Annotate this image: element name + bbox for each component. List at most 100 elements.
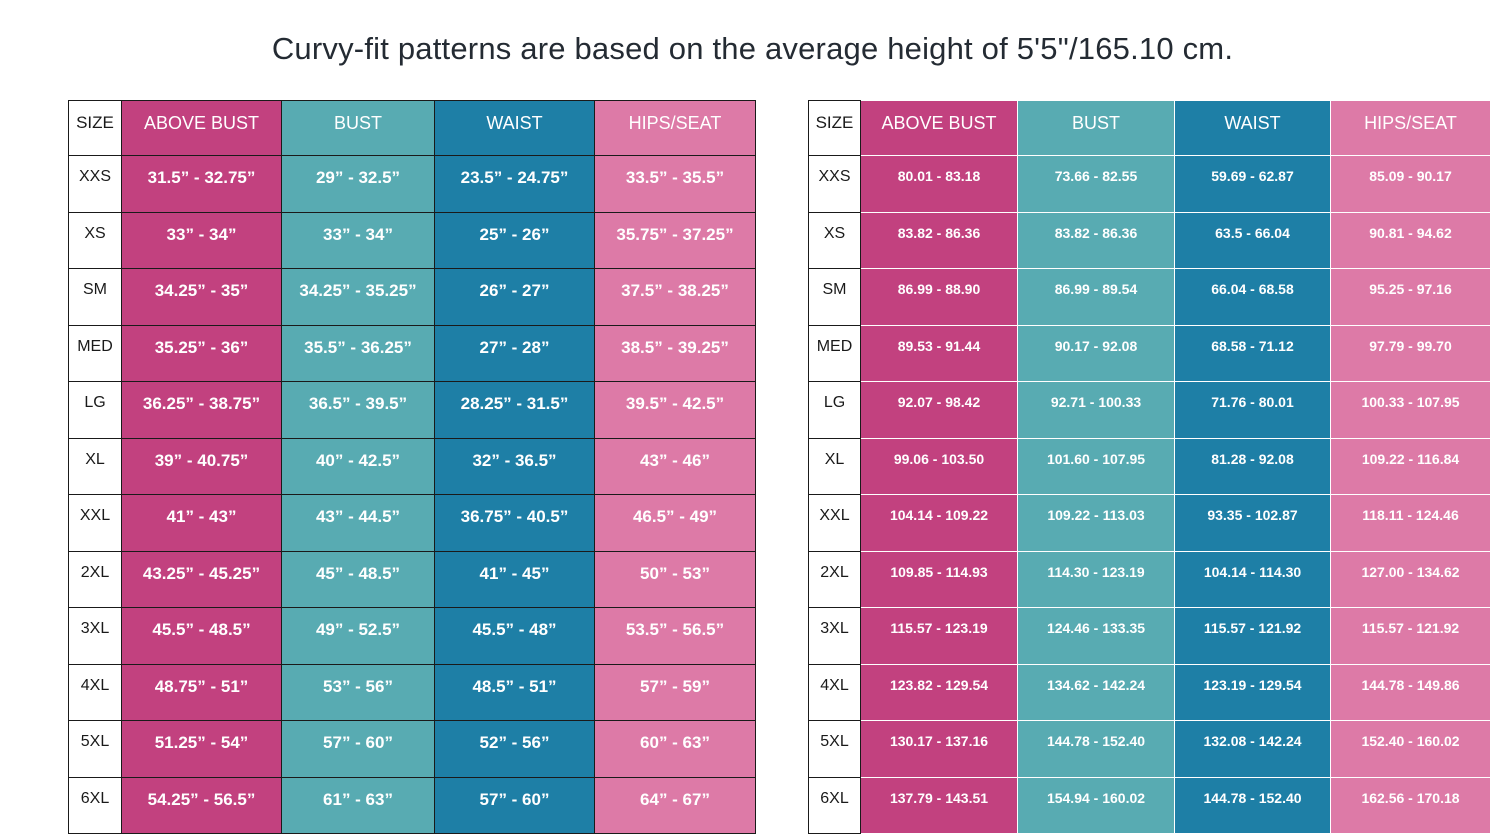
- size-table-cm: SIZE ABOVE BUST BUST WAIST HIPS/SEAT XXS 80.01…: [808, 100, 1491, 834]
- column-header: WAIST: [434, 100, 595, 156]
- measurement-cell: 25” - 26”: [434, 211, 595, 269]
- size-column-header: SIZE: [808, 100, 861, 156]
- measurement-cell: 45” - 48.5”: [281, 550, 435, 608]
- measurement-cell: 27” - 28”: [434, 324, 595, 382]
- measurement-cell: 57” - 60”: [434, 776, 595, 834]
- table-row: 3XL 115.57 - 123.19 124.46 - 133.35 115.57 …: [808, 607, 1491, 665]
- measurement-cell: 81.28 - 92.08: [1174, 437, 1331, 495]
- measurement-cell: 53” - 56”: [281, 663, 435, 721]
- table-row: SM 86.99 - 88.90 86.99 - 89.54 66.04 - 68.5…: [808, 268, 1491, 326]
- table-row: XL 99.06 - 103.50 101.60 - 107.95 81.28 - 9…: [808, 437, 1491, 495]
- table-row: 2XL 43.25” - 45.25” 45” - 48.5” 41” - 45” 50…: [68, 550, 756, 608]
- measurement-cell: 92.71 - 100.33: [1017, 381, 1175, 439]
- measurement-cell: 59.69 - 62.87: [1174, 155, 1331, 213]
- measurement-cell: 97.79 - 99.70: [1330, 324, 1491, 382]
- size-label: SM: [808, 268, 861, 326]
- measurement-cell: 60” - 63”: [594, 720, 756, 778]
- measurement-cell: 93.35 - 102.87: [1174, 494, 1331, 552]
- size-label: 4XL: [68, 663, 122, 721]
- column-header: ABOVE BUST: [860, 100, 1018, 156]
- measurement-cell: 104.14 - 109.22: [860, 494, 1018, 552]
- table-row: LG 92.07 - 98.42 92.71 - 100.33 71.76 - 80.…: [808, 381, 1491, 439]
- size-label: SM: [68, 268, 122, 326]
- header-row: SIZE ABOVE BUST BUST WAIST HIPS/SEAT: [68, 100, 756, 156]
- size-label: LG: [808, 381, 861, 439]
- measurement-cell: 40” - 42.5”: [281, 437, 435, 495]
- measurement-cell: 83.82 - 86.36: [860, 211, 1018, 269]
- table-row: XXL 104.14 - 109.22 109.22 - 113.03 93.35 -…: [808, 494, 1491, 552]
- measurement-cell: 34.25” - 35”: [121, 268, 282, 326]
- measurement-cell: 73.66 - 82.55: [1017, 155, 1175, 213]
- measurement-cell: 124.46 - 133.35: [1017, 607, 1175, 665]
- measurement-cell: 39” - 40.75”: [121, 437, 282, 495]
- measurement-cell: 26” - 27”: [434, 268, 595, 326]
- measurement-cell: 127.00 - 134.62: [1330, 550, 1491, 608]
- measurement-cell: 144.78 - 149.86: [1330, 663, 1491, 721]
- size-label: XXL: [808, 494, 861, 552]
- table-row: 6XL 137.79 - 143.51 154.94 - 160.02 144.78 …: [808, 776, 1491, 834]
- measurement-cell: 71.76 - 80.01: [1174, 381, 1331, 439]
- column-header: BUST: [1017, 100, 1175, 156]
- measurement-cell: 154.94 - 160.02: [1017, 776, 1175, 834]
- measurement-cell: 36.5” - 39.5”: [281, 381, 435, 439]
- measurement-cell: 33” - 34”: [281, 211, 435, 269]
- measurement-cell: 109.22 - 113.03: [1017, 494, 1175, 552]
- size-label: MED: [808, 324, 861, 382]
- measurement-cell: 114.30 - 123.19: [1017, 550, 1175, 608]
- size-label: XXS: [68, 155, 122, 213]
- measurement-cell: 41” - 43”: [121, 494, 282, 552]
- table-row: XXS 31.5” - 32.75” 29” - 32.5” 23.5” - 24.7…: [68, 155, 756, 213]
- measurement-cell: 83.82 - 86.36: [1017, 211, 1175, 269]
- measurement-cell: 99.06 - 103.50: [860, 437, 1018, 495]
- table-row: 5XL 130.17 - 137.16 144.78 - 152.40 132.08 …: [808, 720, 1491, 778]
- size-label: XXL: [68, 494, 122, 552]
- measurement-cell: 35.5” - 36.25”: [281, 324, 435, 382]
- measurement-cell: 38.5” - 39.25”: [594, 324, 756, 382]
- measurement-cell: 41” - 45”: [434, 550, 595, 608]
- size-label: XS: [808, 211, 861, 269]
- table-row: 5XL 51.25” - 54” 57” - 60” 52” - 56” 60” - 6…: [68, 720, 756, 778]
- measurement-cell: 152.40 - 160.02: [1330, 720, 1491, 778]
- measurement-cell: 50” - 53”: [594, 550, 756, 608]
- measurement-cell: 23.5” - 24.75”: [434, 155, 595, 213]
- size-label: 4XL: [808, 663, 861, 721]
- size-column-header: SIZE: [68, 100, 122, 156]
- measurement-cell: 37.5” - 38.25”: [594, 268, 756, 326]
- measurement-cell: 63.5 - 66.04: [1174, 211, 1331, 269]
- table-row: XS 83.82 - 86.36 83.82 - 86.36 63.5 - 66.04…: [808, 211, 1491, 269]
- measurement-cell: 85.09 - 90.17: [1330, 155, 1491, 213]
- measurement-cell: 101.60 - 107.95: [1017, 437, 1175, 495]
- size-label: 2XL: [808, 550, 861, 608]
- size-label: MED: [68, 324, 122, 382]
- measurement-cell: 43” - 46”: [594, 437, 756, 495]
- table-row: 2XL 109.85 - 114.93 114.30 - 123.19 104.14 …: [808, 550, 1491, 608]
- measurement-cell: 162.56 - 170.18: [1330, 776, 1491, 834]
- measurement-cell: 115.57 - 121.92: [1174, 607, 1331, 665]
- measurement-cell: 52” - 56”: [434, 720, 595, 778]
- measurement-cell: 89.53 - 91.44: [860, 324, 1018, 382]
- measurement-cell: 39.5” - 42.5”: [594, 381, 756, 439]
- measurement-cell: 123.82 - 129.54: [860, 663, 1018, 721]
- measurement-cell: 45.5” - 48”: [434, 607, 595, 665]
- size-label: 3XL: [68, 607, 122, 665]
- measurement-cell: 53.5” - 56.5”: [594, 607, 756, 665]
- size-label: XXS: [808, 155, 861, 213]
- measurement-cell: 132.08 - 142.24: [1174, 720, 1331, 778]
- table-row: 6XL 54.25” - 56.5” 61” - 63” 57” - 60” 64” -…: [68, 776, 756, 834]
- table-row: MED 89.53 - 91.44 90.17 - 92.08 68.58 - 71.…: [808, 324, 1491, 382]
- measurement-cell: 34.25” - 35.25”: [281, 268, 435, 326]
- measurement-cell: 51.25” - 54”: [121, 720, 282, 778]
- size-label: 6XL: [808, 776, 861, 834]
- measurement-cell: 115.57 - 121.92: [1330, 607, 1491, 665]
- measurement-cell: 31.5” - 32.75”: [121, 155, 282, 213]
- column-header: ABOVE BUST: [121, 100, 282, 156]
- measurement-cell: 36.75” - 40.5”: [434, 494, 595, 552]
- table-row: XS 33” - 34” 33” - 34” 25” - 26” 35.75” - 37…: [68, 211, 756, 269]
- table-row: 4XL 123.82 - 129.54 134.62 - 142.24 123.19 …: [808, 663, 1491, 721]
- measurement-cell: 90.17 - 92.08: [1017, 324, 1175, 382]
- table-row: SM 34.25” - 35” 34.25” - 35.25” 26” - 27” 37…: [68, 268, 756, 326]
- measurement-cell: 109.85 - 114.93: [860, 550, 1018, 608]
- measurement-cell: 48.75” - 51”: [121, 663, 282, 721]
- table-row: XL 39” - 40.75” 40” - 42.5” 32” - 36.5” 43” …: [68, 437, 756, 495]
